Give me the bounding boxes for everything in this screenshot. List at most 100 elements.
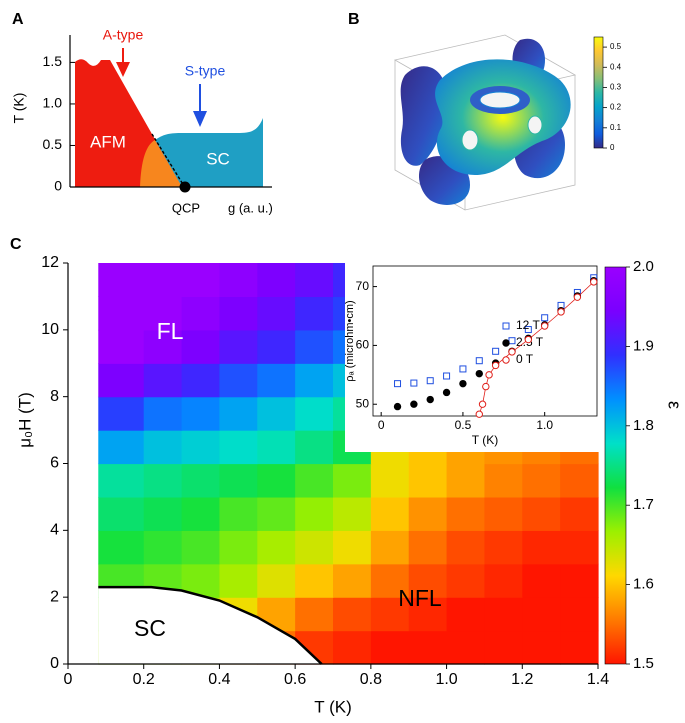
y-tick-label: 60 [356,338,370,352]
heatmap-cell [408,463,448,498]
data-point [443,372,451,380]
heatmap-cell [98,329,145,364]
dashed-boundary [151,133,185,187]
colorbar [593,36,604,149]
heatmap-cell [560,496,599,531]
y-tick-label: 8 [50,388,59,405]
mixed-region [140,140,182,187]
heatmap-cell [295,597,334,632]
heatmap-cell [446,597,486,632]
heatmap-cell [143,363,183,398]
heatmap-cell [522,530,561,565]
a-arrow-head [116,62,130,77]
sc-boundary [98,585,323,665]
colorbar-tick-label: 1.8 [633,417,654,434]
x-tick-label: 0.5 [455,418,472,432]
heatmap-cell [257,396,296,431]
data-point [426,377,434,385]
heatmap-cell [98,296,145,331]
heatmap-cell [333,630,372,665]
heatmap-cell [370,563,410,598]
colorbar-tick-label: 1.9 [633,337,654,354]
fermi-surface [393,34,577,211]
heatmap-cell [522,630,561,665]
heatmap-cell [257,363,296,398]
colorbar-tick-label: 0.1 [610,123,622,132]
heatmap-cell [370,496,410,531]
panel-label: A [12,11,24,28]
heatmap-cell [181,530,221,565]
heatmap-cell [143,296,183,331]
x-axis-label: T (K) [472,433,498,447]
annotation: NFL [398,585,442,611]
heatmap-cell [219,329,258,364]
x-tick-label: 0 [378,418,385,432]
heatmap-cell [143,329,183,364]
colorbar [604,266,627,665]
data-point [475,369,483,378]
data-point [410,400,418,408]
annotation: SC [134,615,166,641]
heatmap-cell [295,329,334,364]
x-tick-label: 0.2 [133,671,155,688]
data-point [442,388,451,397]
sc-region [155,118,263,187]
heatmap-cell [408,630,448,665]
legend-label: 0 T [516,352,534,366]
heatmap-cell [408,563,448,598]
data-point [590,278,598,286]
heatmap-cell [370,530,410,565]
heatmap-cell [446,630,486,665]
heatmap-cell [446,530,486,565]
heatmap-cell [560,530,599,565]
heatmap-cell [181,296,221,331]
heatmap-cell [484,530,523,565]
heatmap-cell [98,530,145,565]
heatmap-cell [257,530,296,565]
heatmap-cell [98,363,145,398]
heatmap-cell [181,263,221,298]
heatmap-cell [446,563,486,598]
heatmap-cell [522,597,561,632]
y-axis-label: μ₀H (T) [15,392,34,448]
data-point [540,322,549,330]
heatmap-cell [181,396,221,431]
heatmap-cell [295,463,334,498]
heatmap-cell [333,597,372,632]
y-tick-label: 1.0 [43,95,63,111]
heatmap-cell [295,430,334,465]
heatmap-cell [257,430,296,465]
heatmap-cell [257,463,296,498]
data-point [459,379,467,388]
heatmap-cell [295,296,334,331]
data-point [508,348,516,356]
heatmap-cell [560,463,599,498]
colorbar-tick-label: 0 [610,143,615,152]
s-arrow-head [193,111,207,127]
annotation: QCP [172,200,200,215]
heatmap-cell [484,630,523,665]
colorbar-tick-label: 1.6 [633,576,654,593]
annotation: SC [206,149,230,168]
heatmap-cell [257,563,296,598]
heatmap-cell [219,363,258,398]
heatmap-cell [219,430,258,465]
data-point [491,361,500,370]
data-point [394,380,402,388]
data-point [475,410,483,418]
heatmap-cell [370,463,410,498]
heatmap-cell [143,463,183,498]
data-point [410,379,418,387]
x-tick-label: 1.0 [536,418,553,432]
inset-frame [372,265,598,417]
panel-label: C [10,236,22,253]
heatmap-cell [333,530,372,565]
heatmap-cell [446,496,486,531]
heatmap-cell [370,597,410,632]
heatmap-cell [522,463,561,498]
heatmap-cell [219,463,258,498]
data-point [492,347,500,355]
heatmap-cell [522,563,561,598]
heatmap-cell [181,430,221,465]
heatmap-cell [295,263,334,298]
